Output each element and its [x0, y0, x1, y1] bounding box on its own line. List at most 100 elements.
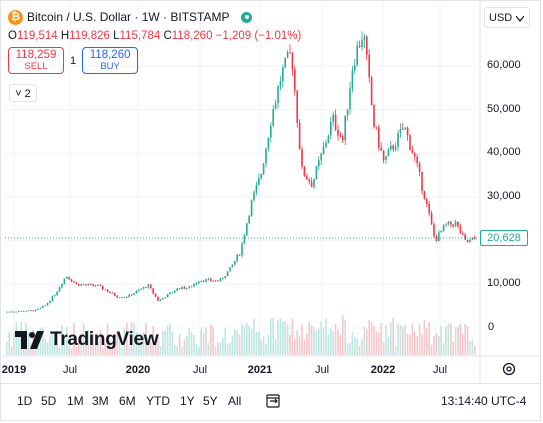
volume-bar	[82, 323, 85, 355]
range-button-all[interactable]: All	[228, 394, 242, 408]
candle-body	[358, 45, 361, 47]
candle-body	[370, 77, 373, 105]
volume-bar	[318, 328, 320, 355]
volume-bar	[298, 336, 301, 355]
candle-body	[58, 287, 61, 292]
candle-body	[219, 278, 222, 282]
candle-body	[471, 237, 474, 240]
currency-selector[interactable]: USD	[484, 7, 530, 28]
candle-body	[454, 221, 457, 227]
candle-body	[450, 221, 452, 225]
indicators-toggle-button[interactable]: ˅ 2	[9, 84, 37, 102]
time-axis-label: 2021	[247, 364, 273, 376]
volume-bar	[109, 339, 111, 355]
volume-bar	[423, 319, 426, 355]
volume-bar	[142, 331, 145, 355]
volume-bar	[243, 326, 246, 355]
candle-body	[423, 190, 426, 200]
candle-body	[356, 45, 358, 66]
volume-bar	[94, 334, 97, 355]
volume-bar	[231, 335, 234, 355]
volume-bar	[459, 323, 462, 355]
volume-bar	[426, 328, 428, 355]
volume-bar	[294, 339, 296, 355]
candle-body	[262, 163, 265, 175]
volume-bars	[6, 315, 476, 355]
volume-bar	[236, 330, 238, 355]
sell-label: SELL	[24, 61, 48, 72]
volume-bar	[80, 333, 82, 355]
volume-bar	[219, 342, 222, 355]
market-status-icon[interactable]	[241, 11, 253, 23]
tradingview-logo-icon	[15, 331, 44, 349]
candle-body	[104, 289, 106, 291]
volume-bar	[301, 324, 303, 355]
candle-body	[433, 224, 435, 236]
candle-body	[289, 52, 291, 54]
candle-body	[363, 36, 366, 40]
range-button-1d[interactable]: 1D	[17, 394, 33, 408]
range-button-ytd[interactable]: YTD	[146, 394, 170, 408]
range-button-3m[interactable]: 3M	[92, 394, 109, 408]
gear-icon[interactable]	[501, 361, 517, 377]
candle-body	[241, 243, 243, 256]
compare-icon[interactable]	[265, 392, 283, 410]
volume-bar	[68, 346, 70, 355]
candle-body	[188, 286, 190, 289]
range-button-1y[interactable]: 1Y	[180, 394, 195, 408]
volume-bar	[330, 328, 332, 355]
volume-bar	[428, 322, 430, 355]
volume-bar	[154, 344, 157, 355]
candle-body	[346, 109, 349, 116]
volume-bar	[140, 338, 142, 355]
candle-body	[320, 153, 322, 161]
volume-bar	[178, 334, 181, 355]
buy-button[interactable]: 118,260 BUY	[82, 47, 139, 74]
volume-bar	[363, 325, 366, 355]
candle-body	[106, 289, 109, 292]
volume-bar	[66, 326, 68, 355]
symbol-title[interactable]: Bitcoin / U.S. Dollar · 1W · BITSTAMP	[27, 10, 230, 24]
candle-body	[224, 276, 226, 279]
candle-body	[303, 166, 306, 177]
volume-bar	[27, 332, 30, 355]
volume-bar	[61, 325, 63, 355]
volume-bar	[351, 332, 354, 355]
volume-bar	[466, 325, 469, 355]
candle-body	[435, 235, 438, 242]
time-axis-label: Jul	[432, 364, 448, 376]
range-button-5d[interactable]: 5D	[41, 394, 57, 408]
range-button-5y[interactable]: 5Y	[203, 394, 218, 408]
volume-bar	[226, 343, 229, 355]
volume-bar	[402, 326, 404, 355]
range-button-6m[interactable]: 6M	[119, 394, 136, 408]
candle-body	[248, 215, 250, 224]
volume-bar	[361, 339, 363, 355]
timezone-clock[interactable]: 13:14:40 UTC-4	[441, 394, 527, 408]
close-value: 118,260	[171, 30, 213, 42]
volume-bar	[464, 323, 466, 355]
candle-body	[255, 185, 258, 193]
candle-body	[418, 163, 421, 172]
volume-bar	[116, 333, 118, 355]
volume-bar	[176, 345, 178, 355]
candle-body	[135, 290, 138, 294]
volume-bar	[18, 337, 20, 355]
volume-bar	[51, 332, 54, 355]
time-axis-label: Jul	[62, 364, 78, 376]
candle-body	[212, 280, 214, 282]
candle-body	[205, 279, 207, 282]
tradingview-watermark[interactable]: TradingView	[15, 329, 159, 351]
candle-body	[282, 67, 284, 82]
volume-bar	[337, 329, 339, 355]
candle-body	[267, 137, 270, 149]
sell-button[interactable]: 118,259 SELL	[8, 47, 64, 74]
volume-bar	[150, 342, 152, 355]
candle-body	[195, 283, 198, 285]
candle-body	[332, 114, 334, 122]
candle-body	[260, 174, 262, 179]
range-button-1m[interactable]: 1M	[67, 394, 84, 408]
volume-bar	[171, 331, 174, 355]
candle-body	[169, 292, 171, 295]
